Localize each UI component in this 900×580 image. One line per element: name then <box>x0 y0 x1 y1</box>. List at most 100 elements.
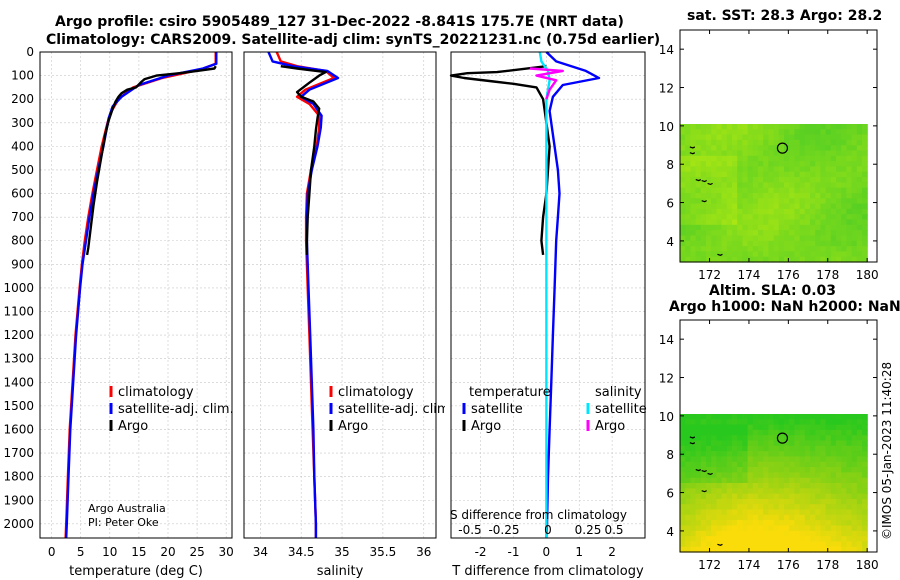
heatmap-cell <box>726 483 733 489</box>
heatmap-cell <box>700 435 707 442</box>
heatmap-cell <box>763 445 769 452</box>
heatmap-cell <box>820 139 827 146</box>
heatmap-cell <box>768 171 775 178</box>
heatmap-cell <box>778 414 785 420</box>
heatmap-cell <box>830 467 837 473</box>
heatmap-cell <box>706 214 712 221</box>
heatmap-cell <box>742 520 749 526</box>
heatmap-cell <box>773 414 780 420</box>
heatmap-cell <box>820 477 827 484</box>
heatmap-cell <box>810 504 816 511</box>
heatmap-cell <box>851 129 858 136</box>
heatmap-cell <box>680 472 686 479</box>
heatmap-cell <box>810 251 816 258</box>
heatmap-cell <box>763 429 769 436</box>
y-tick-label: 1100 <box>3 305 34 319</box>
heatmap-cell <box>820 208 827 215</box>
heatmap-cell <box>836 134 842 141</box>
heatmap-cell <box>711 483 717 489</box>
heatmap-cell <box>820 546 827 553</box>
heatmap-cell <box>778 472 785 479</box>
heatmap-cell <box>737 166 743 173</box>
heatmap-cell <box>700 477 707 484</box>
heatmap-cell <box>810 240 816 247</box>
heatmap-cell <box>778 145 785 152</box>
legend-label: climatology <box>118 385 194 400</box>
heatmap-cell <box>804 208 811 215</box>
heatmap-cell <box>862 139 868 146</box>
heatmap-cell <box>721 203 728 210</box>
heatmap-cell <box>711 230 717 236</box>
map-x-tick-label: 180 <box>856 558 879 572</box>
heatmap-cell <box>815 435 821 442</box>
heatmap-cell <box>706 509 712 516</box>
series-line-satellite-adj-clim- <box>65 52 218 539</box>
heatmap-cell <box>841 208 847 215</box>
heatmap-cell <box>836 161 842 167</box>
series-line-temperature-satellite <box>545 51 601 539</box>
heatmap-cell <box>763 219 769 226</box>
heatmap-cell <box>799 251 806 258</box>
heatmap-cell <box>841 424 847 431</box>
heatmap-cell <box>851 155 858 162</box>
heatmap-cell <box>841 477 847 484</box>
heatmap-cell <box>747 483 754 489</box>
heatmap-cell <box>747 177 754 183</box>
heatmap-cell <box>841 246 847 252</box>
heatmap-cell <box>695 509 702 516</box>
heatmap-cell <box>830 134 837 141</box>
heatmap-cell <box>773 514 780 521</box>
heatmap-cell <box>716 504 723 511</box>
heatmap-cell <box>690 124 697 130</box>
heatmap-cell <box>732 488 738 495</box>
heatmap-cell <box>810 193 816 199</box>
heatmap-cell <box>789 155 795 162</box>
heatmap-cell <box>732 187 738 194</box>
heatmap-cell <box>815 414 821 420</box>
heatmap-cell <box>804 240 811 247</box>
heatmap-cell <box>768 240 775 247</box>
heatmap-cell <box>810 414 816 420</box>
heatmap-cell <box>789 440 795 447</box>
heatmap-cell <box>830 530 837 537</box>
heatmap-cell <box>763 509 769 516</box>
heatmap-cell <box>737 525 743 532</box>
heatmap-cell <box>836 520 842 526</box>
heatmap-cell <box>794 139 801 146</box>
heatmap-cell <box>815 451 821 457</box>
heatmap-cell <box>726 488 733 495</box>
heatmap-cell <box>768 145 775 152</box>
heatmap-cell <box>836 536 842 542</box>
heatmap-cell <box>856 214 863 221</box>
heatmap-cell <box>700 467 707 473</box>
heatmap-cell <box>737 177 743 183</box>
heatmap-cell <box>820 509 827 516</box>
heatmap-cell <box>747 445 754 452</box>
heatmap-cell <box>747 488 754 495</box>
heatmap-cell <box>763 467 769 473</box>
heatmap-cell <box>716 129 723 136</box>
heatmap-cell <box>680 214 686 221</box>
heatmap-cell <box>784 150 790 157</box>
x-tick-label: 1 <box>575 545 583 559</box>
heatmap-cell <box>685 145 691 152</box>
heatmap-cell <box>784 493 790 500</box>
heatmap-cell <box>789 514 795 521</box>
heatmap-cell <box>815 193 821 199</box>
heatmap-cell <box>799 240 806 247</box>
heatmap-cell <box>836 193 842 199</box>
heatmap-cell <box>789 187 795 194</box>
difference-profile-chart: -2 -1 0 1 2T difference from climatologytemp… <box>449 51 647 579</box>
heatmap-cell <box>778 177 785 183</box>
heatmap-cell <box>794 477 801 484</box>
heatmap-cell <box>721 419 728 426</box>
heatmap-cell <box>737 451 743 457</box>
heatmap-cell <box>825 230 832 236</box>
heatmap-cell <box>846 219 853 226</box>
heatmap-cell <box>856 435 863 442</box>
heatmap-cell <box>778 124 785 130</box>
heatmap-cell <box>768 541 775 548</box>
heatmap-cell <box>721 536 728 542</box>
heatmap-cell <box>737 251 743 258</box>
heatmap-cell <box>763 182 769 189</box>
